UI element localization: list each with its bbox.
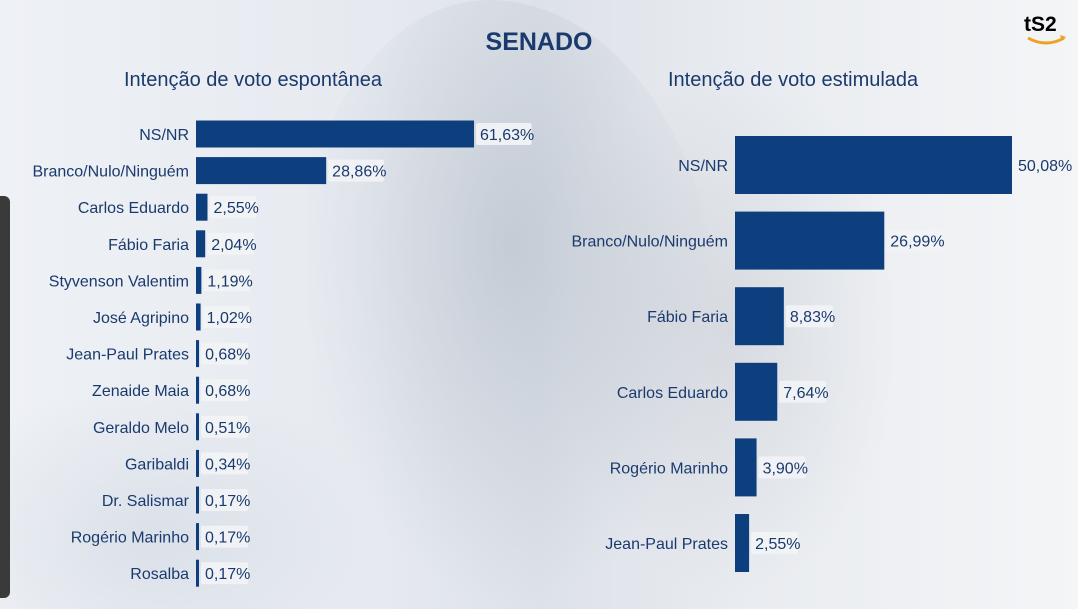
value-label-jose-agripino: 1,02%	[207, 310, 252, 327]
category-label-ns-nr: NS/NR	[678, 158, 728, 175]
value-label-branco-nulo-ninguem: 26,99%	[890, 234, 944, 251]
bar-branco-nulo-ninguem	[735, 211, 885, 270]
value-label-bg-jean-paul-prates	[751, 532, 799, 554]
value-label-rosalba: 0,17%	[205, 566, 250, 583]
value-label-bg-branco-nulo-ninguem	[886, 229, 942, 252]
chart-title-espontanea: Intenção de voto espontânea	[124, 69, 382, 91]
value-label-bg-ns-nr	[476, 123, 532, 145]
smile-arc-icon	[1027, 36, 1065, 45]
bar-jean-paul-prates	[735, 514, 750, 572]
bar-dr-salismar	[196, 486, 199, 514]
value-label-dr-salismar: 0,17%	[205, 493, 250, 510]
value-label-bg-jean-paul-prates	[201, 342, 249, 365]
arrow-tip-icon	[1060, 35, 1066, 41]
category-label-fabio-faria: Fábio Faria	[647, 309, 728, 326]
category-label-dr-salismar: Dr. Salismar	[102, 493, 190, 510]
bar-rosalba	[196, 559, 199, 587]
bar-rogerio-marinho	[196, 523, 199, 551]
value-label-branco-nulo-ninguem: 28,86%	[332, 164, 386, 181]
value-label-bg-rogerio-marinho	[201, 525, 248, 548]
bar-jose-agripino	[196, 303, 201, 331]
value-label-bg-carlos-eduardo	[209, 196, 257, 219]
value-label-ns-nr: 61,63%	[480, 127, 534, 144]
category-label-zenaide-maia: Zenaide Maia	[92, 383, 189, 400]
value-label-bg-carlos-eduardo	[779, 380, 827, 403]
bar-rogerio-marinho	[735, 438, 757, 497]
bar-ns-nr	[196, 120, 474, 148]
value-label-bg-geraldo-melo	[201, 415, 248, 438]
bar-fabio-faria	[196, 230, 206, 258]
value-label-bg-rogerio-marinho	[758, 456, 806, 479]
bar-jean-paul-prates	[196, 340, 200, 368]
chart-title-estimulada: Intenção de voto estimulada	[668, 69, 919, 91]
category-label-rogerio-marinho: Rogério Marinho	[71, 530, 189, 547]
bar-garibaldi	[196, 449, 199, 477]
value-label-fabio-faria: 2,04%	[211, 237, 256, 254]
value-label-styvenson-valentim: 1,19%	[207, 273, 252, 290]
category-label-geraldo-melo: Geraldo Melo	[93, 420, 189, 437]
window-edge	[0, 196, 10, 598]
category-label-fabio-faria: Fábio Faria	[108, 237, 189, 254]
category-label-branco-nulo-ninguem: Branco/Nulo/Ninguém	[571, 234, 728, 251]
value-label-carlos-eduardo: 7,64%	[783, 385, 828, 402]
value-label-geraldo-melo: 0,51%	[205, 420, 250, 437]
category-label-jean-paul-prates: Jean-Paul Prates	[605, 536, 728, 553]
bar-geraldo-melo	[196, 413, 199, 441]
value-label-bg-zenaide-maia	[201, 379, 249, 402]
value-label-bg-branco-nulo-ninguem	[328, 159, 384, 182]
category-label-jean-paul-prates: Jean-Paul Prates	[66, 347, 189, 364]
category-label-ns-nr: NS/NR	[139, 127, 189, 144]
value-label-bg-ns-nr	[1014, 154, 1070, 176]
chart-espontanea: NS/NR 61,63% Branco/Nulo/Ninguém 28,86% Carl…	[32, 120, 534, 587]
bar-zenaide-maia	[196, 376, 200, 404]
value-label-bg-dr-salismar	[201, 489, 248, 511]
value-label-bg-fabio-faria	[207, 232, 255, 255]
bar-styvenson-valentim	[196, 266, 202, 294]
category-label-rosalba: Rosalba	[130, 566, 189, 583]
value-label-rogerio-marinho: 3,90%	[763, 460, 808, 477]
category-label-branco-nulo-ninguem: Branco/Nulo/Ninguém	[32, 164, 189, 181]
value-label-fabio-faria: 8,83%	[790, 309, 835, 326]
bar-carlos-eduardo	[735, 362, 778, 421]
page-title: SENADO	[485, 28, 593, 56]
value-label-jean-paul-prates: 2,55%	[755, 536, 800, 553]
value-label-bg-jose-agripino	[202, 306, 250, 328]
value-label-bg-garibaldi	[201, 452, 248, 475]
bar-fabio-faria	[735, 287, 784, 346]
value-label-zenaide-maia: 0,68%	[205, 383, 250, 400]
value-label-jean-paul-prates: 0,68%	[205, 347, 250, 364]
value-label-garibaldi: 0,34%	[205, 456, 250, 473]
bar-branco-nulo-ninguem	[196, 157, 327, 185]
bar-ns-nr	[735, 136, 1012, 194]
category-label-carlos-eduardo: Carlos Eduardo	[78, 200, 189, 217]
value-label-ns-nr: 50,08%	[1018, 158, 1072, 175]
logo-text: tS2	[1024, 13, 1057, 36]
category-label-jose-agripino: José Agripino	[93, 310, 189, 327]
category-label-garibaldi: Garibaldi	[125, 456, 189, 473]
value-label-bg-styvenson-valentim	[203, 269, 251, 292]
category-label-rogerio-marinho: Rogério Marinho	[610, 460, 728, 477]
value-label-carlos-eduardo: 2,55%	[214, 200, 259, 217]
chart-estimulada: NS/NR 50,08% Branco/Nulo/Ninguém 26,99% Fábi…	[571, 136, 1072, 572]
category-label-styvenson-valentim: Styvenson Valentim	[49, 273, 189, 290]
value-label-bg-rosalba	[201, 562, 248, 585]
bar-carlos-eduardo	[196, 193, 208, 221]
ts2-logo: tS2	[1022, 10, 1070, 50]
value-label-bg-fabio-faria	[785, 305, 833, 328]
category-label-carlos-eduardo: Carlos Eduardo	[617, 385, 728, 402]
value-label-rogerio-marinho: 0,17%	[205, 530, 250, 547]
